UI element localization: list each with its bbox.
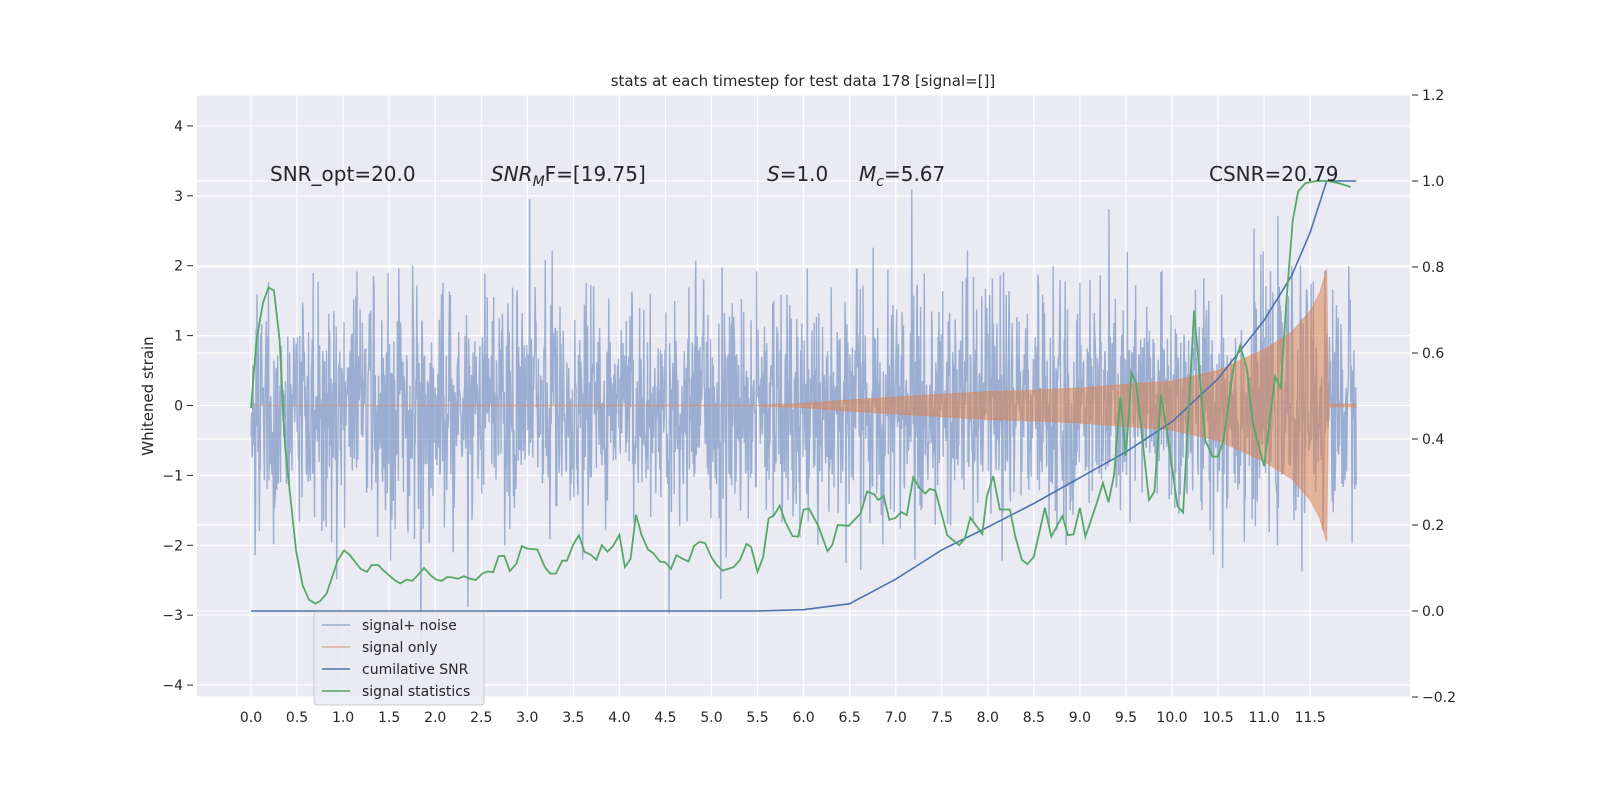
x-tick-label: 1.0 <box>332 710 354 726</box>
y-tick-label: −3 <box>162 608 183 624</box>
y-tick-label: 1 <box>174 329 183 345</box>
x-tick-label: 9.5 <box>1115 710 1137 726</box>
annotation-mc: Mc=5.67 <box>859 162 945 190</box>
y-tick-label: 2 <box>174 259 183 275</box>
x-tick-label: 4.5 <box>654 710 676 726</box>
y-right-tick-label: 0.6 <box>1422 346 1444 362</box>
annotation-s: S=1.0 <box>767 162 828 186</box>
legend-item-signal-only: signal only <box>322 640 437 656</box>
y-tick-label: 4 <box>174 119 183 135</box>
x-tick-label: 2.5 <box>470 710 492 726</box>
legend-item-signal-plus-noise: signal+ noise <box>322 618 457 634</box>
x-axis-ticks: 0.0 0.5 1.0 1.5 2.0 2.5 3.0 3.5 4.0 4.5 5.0 5.5 6.0 6… <box>240 710 1326 726</box>
legend-item-signal-statistics: signal statistics <box>322 684 470 700</box>
y-right-tick-label: 0.2 <box>1422 518 1444 534</box>
y-right-tick-label: 0.4 <box>1422 432 1444 448</box>
legend-label: signal statistics <box>362 684 470 700</box>
legend-label: signal+ noise <box>362 618 457 634</box>
x-tick-label: 8.5 <box>1023 710 1045 726</box>
x-tick-label: 5.5 <box>746 710 768 726</box>
y-right-tick-label: 1.2 <box>1422 88 1444 104</box>
x-tick-label: 5.0 <box>700 710 722 726</box>
legend: signal+ noise signal only cumilative SNR… <box>313 611 485 706</box>
x-tick-label: 11.5 <box>1295 710 1326 726</box>
snr-mf-base: SNR <box>491 162 533 186</box>
x-tick-label: 11.0 <box>1249 710 1280 726</box>
x-tick-label: 2.0 <box>424 710 446 726</box>
legend-item-cumulative-snr: cumilative SNR <box>322 662 469 678</box>
x-tick-label: 10.0 <box>1156 710 1187 726</box>
x-tick-label: 10.5 <box>1202 710 1233 726</box>
snr-mf-sub: M <box>533 174 545 190</box>
snr-mf-rest: F=[19.75] <box>545 162 646 186</box>
x-tick-label: 7.0 <box>885 710 907 726</box>
mc-sub: c <box>876 174 884 190</box>
s-value: =1.0 <box>780 162 829 186</box>
y-axis-label: Whitened strain <box>139 336 157 455</box>
series-signal-only <box>251 269 1357 542</box>
x-tick-label: 0.5 <box>286 710 308 726</box>
x-tick-label: 6.5 <box>839 710 861 726</box>
s-symbol: S <box>767 162 780 186</box>
y-axis-left-ticks: −4 −3 −2 −1 0 1 2 3 4 <box>162 119 193 694</box>
mc-value: =5.67 <box>884 162 945 186</box>
x-tick-label: 3.5 <box>562 710 584 726</box>
y-right-tick-label: −0.2 <box>1422 690 1456 706</box>
y-axis-right-ticks: −0.2 0.0 0.2 0.4 0.6 0.8 1.0 1.2 <box>1412 88 1456 706</box>
x-tick-label: 8.0 <box>977 710 999 726</box>
legend-label: signal only <box>362 640 437 656</box>
y-tick-label: 0 <box>174 399 183 415</box>
annotation-snr-mf: SNRMF=[19.75] <box>491 162 646 190</box>
series-cumulative-snr <box>251 180 1357 612</box>
x-tick-label: 1.5 <box>378 710 400 726</box>
annotation-csnr: CSNR=20.79 <box>1209 162 1339 186</box>
gridlines <box>197 94 1410 698</box>
y-right-tick-label: 0.0 <box>1422 604 1444 620</box>
series-signal-statistics <box>250 180 1351 605</box>
chart-title: stats at each timestep for test data 178… <box>611 72 996 90</box>
y-tick-label: 3 <box>174 189 183 205</box>
x-tick-label: 6.0 <box>792 710 814 726</box>
x-tick-label: 9.0 <box>1069 710 1091 726</box>
mc-symbol: M <box>859 162 876 186</box>
legend-label: cumilative SNR <box>362 662 469 678</box>
y-tick-label: −2 <box>162 538 183 554</box>
x-tick-label: 3.0 <box>516 710 538 726</box>
x-tick-label: 7.5 <box>931 710 953 726</box>
y-right-tick-label: 1.0 <box>1422 174 1444 190</box>
x-tick-label: 0.0 <box>240 710 262 726</box>
annotation-snr-opt: SNR_opt=20.0 <box>270 162 416 186</box>
y-tick-label: −4 <box>162 678 183 694</box>
y-right-tick-label: 0.8 <box>1422 260 1444 276</box>
x-tick-label: 4.0 <box>608 710 630 726</box>
y-tick-label: −1 <box>162 468 183 484</box>
